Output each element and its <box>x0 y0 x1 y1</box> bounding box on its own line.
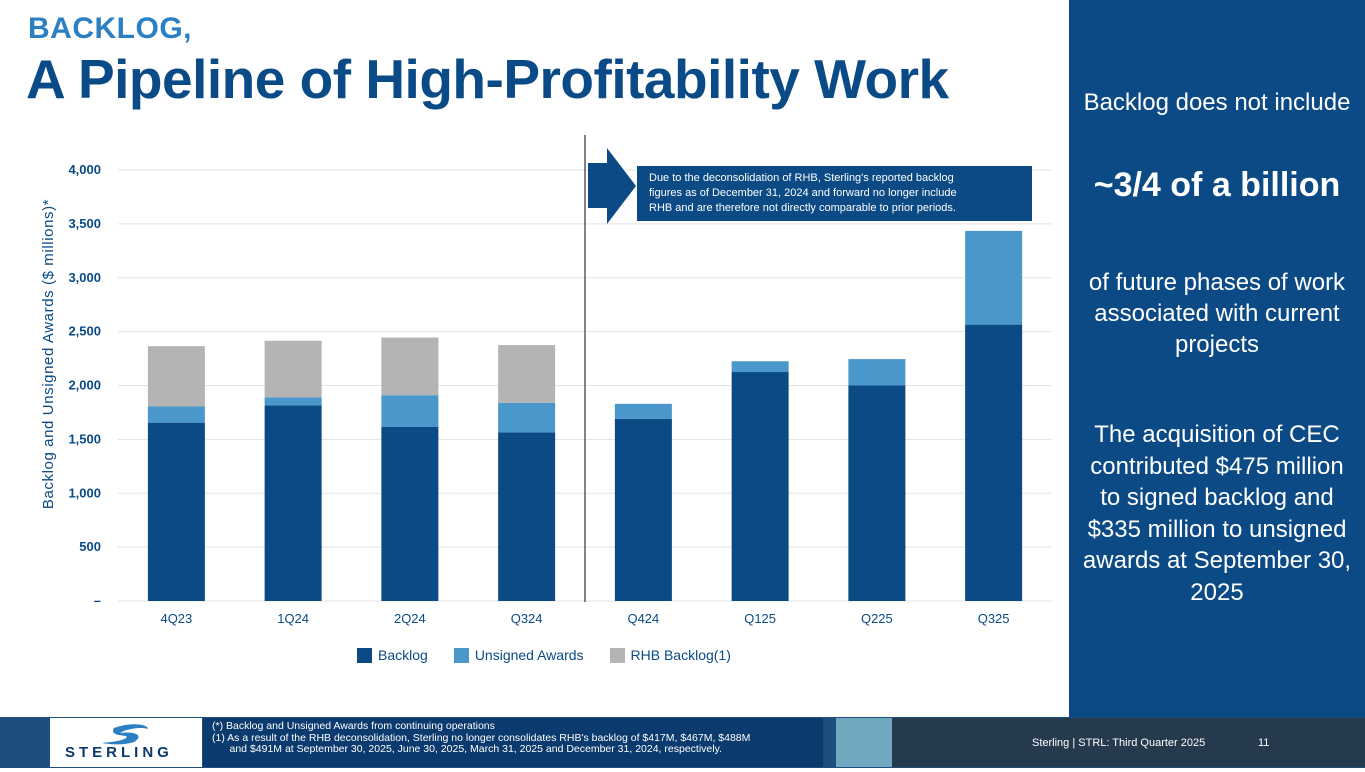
y-tick-label: 4,000 <box>68 162 101 177</box>
logo-wordmark: STERLING <box>65 744 173 761</box>
y-tick-label: – <box>94 593 101 608</box>
callout-box <box>637 166 1032 221</box>
x-tick-label: Q324 <box>511 611 543 626</box>
bar-segment-backlog <box>731 372 789 601</box>
side-panel-highlight: ~3/4 of a billion <box>1093 166 1341 204</box>
footnote-line: and $491M at September 30, 2025, June 30… <box>212 743 722 755</box>
footer-right: Sterling | STRL: Third Quarter 2025 11 <box>892 718 1365 767</box>
side-panel: Backlog does not include ~3/4 of a billi… <box>1069 0 1365 717</box>
footnote-line: (*) Backlog and Unsigned Awards from con… <box>212 720 495 732</box>
bar-segment-unsigned-awards <box>965 230 1023 325</box>
bar-segment-backlog <box>381 426 439 601</box>
bar-segment-unsigned-awards <box>731 361 789 373</box>
sterling-logo-icon <box>102 724 148 745</box>
page-number: 11 <box>1258 737 1270 749</box>
y-tick-label: 3,000 <box>68 270 101 285</box>
backlog-chart: – 500 1,000 1,500 2,000 2,500 3,000 3,500 4,000 4… <box>40 135 1052 626</box>
bar-segment-unsigned-awards <box>264 397 322 406</box>
y-tick-label: 2,500 <box>68 324 101 339</box>
legend-swatch <box>609 647 625 663</box>
callout-arrow-icon <box>588 148 636 224</box>
legend-swatch <box>453 647 469 663</box>
x-tick-label: Q125 <box>744 611 776 626</box>
bar-segment-backlog <box>965 324 1023 601</box>
callout-text: Due to the deconsolidation of RHB, Sterl… <box>649 172 960 214</box>
x-tick-label: 2Q24 <box>394 611 426 626</box>
bar-segment-rhb-backlog-1 <box>264 340 322 398</box>
footnotes: (*) Backlog and Unsigned Awards from con… <box>203 718 823 767</box>
legend-item-rhb: RHB Backlog(1) <box>609 647 731 663</box>
bar-segment-backlog <box>264 405 322 601</box>
footer: STERLING (*) Backlog and Unsigned Awards… <box>0 717 1365 768</box>
legend-label: Backlog <box>378 647 428 663</box>
side-panel-intro: Backlog does not include <box>1083 89 1351 116</box>
y-axis-label: Backlog and Unsigned Awards ($ millions)… <box>40 199 57 509</box>
x-tick-label: Q424 <box>627 611 659 626</box>
footnote-line: (1) As a result of the RHB deconsolidati… <box>212 731 751 744</box>
footer-reference: Sterling | STRL: Third Quarter 2025 <box>1032 737 1206 749</box>
axis-layer: – 500 1,000 1,500 2,000 2,500 3,000 3,500 4,000 4… <box>68 162 1009 626</box>
y-tick-label: 2,000 <box>68 378 101 393</box>
legend-item-unsigned: Unsigned Awards <box>453 647 584 663</box>
bar-segment-backlog <box>614 418 672 601</box>
callout-line: Due to the deconsolidation of RHB, Sterl… <box>649 172 954 184</box>
y-tick-label: 1,500 <box>68 431 101 446</box>
x-tick-label: 4Q23 <box>160 611 192 626</box>
x-tick-label: Q325 <box>978 611 1010 626</box>
bar-segment-rhb-backlog-1 <box>147 346 205 407</box>
legend-swatch <box>357 647 372 663</box>
chart-legend: Backlog Unsigned Awards RHB Backlog(1) <box>357 646 757 664</box>
bar-segment-unsigned-awards <box>498 402 556 433</box>
sterling-logo: STERLING <box>50 718 202 767</box>
legend-label: RHB Backlog(1) <box>630 647 731 663</box>
callout-line: RHB and are therefore not directly compa… <box>649 202 956 214</box>
y-tick-label: 3,500 <box>68 216 101 231</box>
bar-segment-backlog <box>848 385 906 601</box>
x-tick-label: 1Q24 <box>277 611 309 626</box>
callout-line: figures as of December 31, 2024 and forw… <box>649 187 957 199</box>
bar-segment-backlog <box>498 432 556 601</box>
bar-segment-unsigned-awards <box>381 395 439 427</box>
side-panel-description: of future phases of work associated with… <box>1088 269 1346 358</box>
section-label: BACKLOG, <box>28 12 192 45</box>
chart-container: – 500 1,000 1,500 2,000 2,500 3,000 3,500 4,000 4… <box>0 120 1069 680</box>
bar-segment-unsigned-awards <box>614 403 672 419</box>
bar-segment-rhb-backlog-1 <box>381 337 439 396</box>
legend-label: Unsigned Awards <box>474 647 584 663</box>
bar-segment-backlog <box>147 422 205 601</box>
bar-segment-rhb-backlog-1 <box>498 345 556 403</box>
y-tick-label: 1,000 <box>68 485 101 500</box>
side-panel-acquisition-note: The acquisition of CEC contributed $475 … <box>1082 421 1352 606</box>
footer-accent <box>836 718 892 767</box>
bar-segment-unsigned-awards <box>147 406 205 423</box>
bar-layer <box>147 230 1023 601</box>
y-tick-label: 500 <box>79 539 101 554</box>
x-tick-label: Q225 <box>861 611 893 626</box>
bar-segment-unsigned-awards <box>848 359 906 386</box>
page-title: A Pipeline of High-Profitability Work <box>26 48 949 110</box>
legend-item-backlog: Backlog <box>357 647 428 663</box>
